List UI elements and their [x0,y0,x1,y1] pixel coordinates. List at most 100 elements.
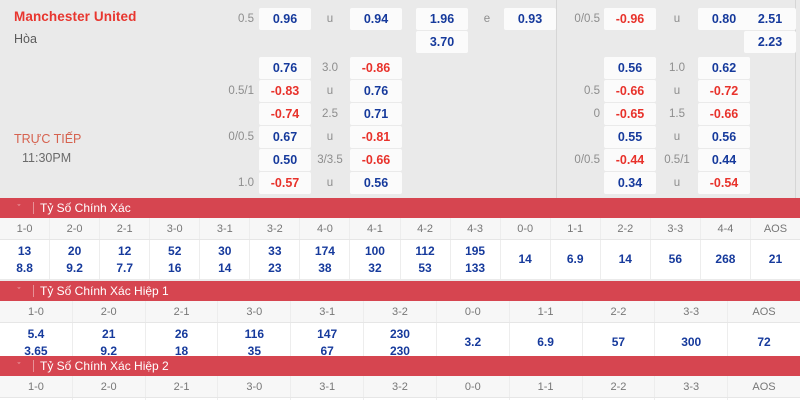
odds-cell-f-row4[interactable]: -0.66 [698,103,750,125]
odds-panel-right-edge [795,0,796,198]
score-odds-cell[interactable]: 6.9 [510,323,583,362]
score-table-header-row: 1-0 2-0 2-1 3-0 3-1 3-2 0-0 1-1 2-2 3-3 AOS [0,376,800,398]
score-odds-value: 230 [389,326,410,341]
score-column-header: 4-1 [350,218,401,239]
odds-cell-a-row2[interactable]: 0.76 [259,57,311,79]
score-odds-cell[interactable]: 72 [728,323,800,362]
chevron-down-icon[interactable]: ˇ [17,361,21,371]
score-odds-cell[interactable]: 33 23 [250,240,301,279]
score-odds-cell[interactable]: 14 [601,240,651,279]
score-odds-value: 9.2 [100,343,118,358]
score-odds-cell[interactable]: 300 [655,323,729,362]
odds-cell-b-row2[interactable]: -0.86 [350,57,402,79]
score-odds-cell[interactable]: 14 [501,240,551,279]
score-column-header: 2-2 [583,301,656,322]
score-odds-cell[interactable] [73,398,146,400]
score-odds-cell[interactable] [364,398,437,400]
score-odds-cell[interactable]: 5.4 3.65 [0,323,73,362]
odds-cell-a-row3[interactable]: -0.83 [259,80,311,102]
score-column-header: 1-0 [0,301,73,322]
odds-cell-b-row3[interactable]: 0.76 [350,80,402,102]
score-odds-cell[interactable]: 21 [751,240,800,279]
score-odds-cell[interactable] [146,398,219,400]
section-title: Tỷ Số Chính Xác Hiệp 1 [40,284,169,298]
score-odds-cell[interactable]: 116 35 [218,323,292,362]
odds-cell-e-row6[interactable]: -0.44 [604,149,656,171]
section-header-2[interactable]: ˇ Tỷ Số Chính Xác Hiệp 2 [0,356,800,376]
odds-handicap-hcp_a-row5: 0/0.5 [228,131,254,143]
score-odds-cell[interactable]: 3.2 [437,323,510,362]
score-column-header: 3-2 [364,301,437,322]
section-header-1[interactable]: ˇ Tỷ Số Chính Xác Hiệp 1 [0,281,800,301]
odds-cell-f-row0[interactable]: 0.80 [698,8,750,30]
score-odds-cell[interactable] [655,398,729,400]
score-odds-cell[interactable] [583,398,656,400]
odds-cell-a-row5[interactable]: 0.67 [259,126,311,148]
odds-cell-e-row7[interactable]: 0.34 [604,172,656,194]
score-odds-value: 21 [768,252,783,266]
score-column-header: AOS [763,223,788,235]
odds-cell-e-row4[interactable]: -0.65 [604,103,656,125]
odds-cell-a-row0[interactable]: 0.96 [259,8,311,30]
score-odds-cell[interactable]: 112 53 [401,240,451,279]
section-header-0[interactable]: ˇ Tỷ Số Chính Xác [0,198,800,218]
odds-cell-e-row5[interactable]: 0.55 [604,126,656,148]
score-odds-cell[interactable]: 174 38 [300,240,351,279]
score-odds-value: 30 [218,243,232,258]
score-odds-cell[interactable]: 6.9 [551,240,601,279]
odds-cell-f-row7[interactable]: -0.54 [698,172,750,194]
score-odds-cell[interactable]: 21 9.2 [73,323,146,362]
score-odds-cell[interactable] [291,398,365,400]
score-odds-cell[interactable]: 147 67 [291,323,365,362]
odds-cell-f-row2[interactable]: 0.62 [698,57,750,79]
chevron-down-icon[interactable]: ˇ [17,203,21,213]
score-odds-cell[interactable]: 268 [701,240,751,279]
score-odds-cell[interactable] [218,398,292,400]
score-odds-value: 3.2 [464,335,482,349]
odds-handicap-ou_c-row0: e [483,13,491,25]
odds-cell-b-row7[interactable]: 0.56 [350,172,402,194]
odds-cell-e-row2[interactable]: 0.56 [604,57,656,79]
odds-cell-a-row4[interactable]: -0.74 [259,103,311,125]
score-odds-cell[interactable]: 52 16 [150,240,201,279]
score-odds-cell[interactable] [0,398,73,400]
score-odds-cell[interactable] [437,398,510,400]
score-odds-cell[interactable]: 13 8.8 [0,240,51,279]
odds-cell-e-row3[interactable]: -0.66 [604,80,656,102]
score-odds-value: 56 [668,252,683,266]
score-odds-cell[interactable] [510,398,583,400]
odds-cell-b-row0[interactable]: 0.94 [350,8,402,30]
odds-cell-g-row0[interactable]: 2.51 [744,8,796,30]
odds-cell-g-row1[interactable]: 2.23 [744,31,796,53]
score-odds-cell[interactable]: 12 7.7 [100,240,151,279]
score-column-header: 2-2 [583,376,656,397]
score-odds-cell[interactable]: 20 9.2 [50,240,101,279]
odds-cell-f-row5[interactable]: 0.56 [698,126,750,148]
odds-cell-a-row6[interactable]: 0.50 [259,149,311,171]
odds-cell-b-row5[interactable]: -0.81 [350,126,402,148]
odds-cell-c-row0[interactable]: 1.96 [416,8,468,30]
score-odds-value: 32 [368,260,382,275]
odds-cell-e-row0[interactable]: -0.96 [604,8,656,30]
score-odds-value: 268 [715,252,736,266]
odds-handicap-ou_a-row4: 2.5 [322,108,338,120]
odds-cell-f-row3[interactable]: -0.72 [698,80,750,102]
odds-cell-a-row7[interactable]: -0.57 [259,172,311,194]
score-odds-value: 12 [117,243,132,258]
score-odds-cell[interactable]: 30 14 [200,240,251,279]
chevron-down-icon[interactable]: ˇ [17,286,21,296]
score-odds-cell[interactable]: 195 133 [451,240,501,279]
odds-cell-c-row1[interactable]: 3.70 [416,31,468,53]
odds-cell-b-row4[interactable]: 0.71 [350,103,402,125]
score-odds-cell[interactable]: 100 32 [350,240,401,279]
team-name-home[interactable]: Manchester United [14,9,137,24]
odds-handicap-hcp_e-row0: 0/0.5 [574,13,600,25]
odds-cell-f-row6[interactable]: 0.44 [698,149,750,171]
score-odds-cell[interactable]: 57 [583,323,656,362]
score-table-body: 13 8.8 20 9.2 12 7.7 52 16 30 14 33 23 174 38 100 32 112… [0,240,800,279]
score-odds-cell[interactable]: 26 18 [146,323,219,362]
score-odds-cell[interactable]: 230 230 [364,323,437,362]
odds-cell-b-row6[interactable]: -0.66 [350,149,402,171]
score-odds-cell[interactable]: 56 [651,240,701,279]
odds-cell-d-row0[interactable]: 0.93 [504,8,556,30]
